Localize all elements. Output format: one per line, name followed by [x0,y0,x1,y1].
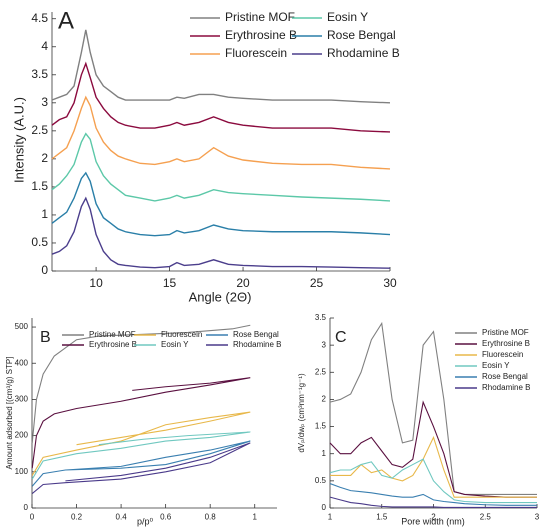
legend-label: Erythrosine B [89,340,137,349]
series-line [31,324,251,443]
series-line [329,483,537,506]
y-tick-label: 2 [41,151,48,165]
series-line [31,377,251,469]
y-tick-label: 3.5 [315,313,327,322]
y-tick-label: 0.5 [31,235,48,249]
y-tick-label: 3 [41,95,48,109]
series-line [51,95,391,170]
x-axis-label: Angle (2Θ) [189,289,252,304]
x-tick-label: 0.4 [116,512,128,521]
x-axis-label: p/p⁰ [137,516,154,526]
legend-label: Eosin Y [161,340,189,349]
series-line [51,196,391,269]
y-tick-label: 1.5 [315,422,327,431]
y-tick-label: 3 [322,340,327,349]
x-tick-label: 25 [310,276,324,290]
legend-label: Eosin Y [482,361,510,370]
legend-label: Rose Bengal [327,28,396,42]
legend-label: Rhodamine B [327,46,400,60]
legend-label: Rose Bengal [482,372,528,381]
legend-label: Eosin Y [327,10,368,24]
x-tick-label: 3 [535,512,540,521]
y-tick-label: 2 [322,395,327,404]
x-tick-label: 1 [253,512,258,521]
y-tick-label: 3.5 [31,67,48,81]
y-tick-label: 0.5 [315,476,327,485]
x-tick-label: 0.2 [71,512,83,521]
y-tick-label: 300 [15,395,29,404]
series-line [329,400,537,498]
y-tick-label: 1 [322,449,327,458]
x-tick-label: 20 [236,276,250,290]
y-tick-label: 0 [41,263,48,277]
series-line [329,321,537,495]
series-line [31,442,251,494]
series-line [329,458,537,504]
x-tick-label: 1 [328,512,333,521]
y-tick-label: 1 [41,207,48,221]
x-tick-label: 2 [431,512,436,521]
y-tick-label: 0 [24,503,29,512]
panel-label: A [58,7,74,34]
series-line [329,496,537,509]
legend-label: Rhodamine B [482,383,530,392]
x-tick-label: 30 [383,276,397,290]
x-tick-label: 15 [163,276,177,290]
series-line [330,435,537,498]
x-axis-label: Pore width (nm) [401,516,465,526]
x-tick-label: 2.5 [480,512,492,521]
x-tick-label: 1.5 [376,512,388,521]
x-tick-label: 0 [30,512,35,521]
series-line [31,411,251,476]
y-tick-label: 400 [15,358,29,367]
series-line [51,29,391,104]
y-tick-label: 1.5 [31,179,48,193]
x-tick-label: 0.6 [160,512,172,521]
panel-label: C [335,329,347,346]
series-line [31,440,251,487]
panel-label: B [40,329,51,346]
series-line [51,171,391,237]
y-axis-label: Amount adsorbed [(cm³/g) STP] [5,357,14,470]
y-tick-label: 2.5 [315,367,327,376]
y-tick-label: 500 [15,322,29,331]
x-tick-label: 0.8 [205,512,217,521]
series-line [31,431,251,480]
legend-label: Rhodamine B [233,340,281,349]
legend-label: Pristine MOF [89,330,136,339]
legend-label: Fluorescein [482,350,523,359]
y-tick-label: 4 [41,39,48,53]
y-axis-label: Intensity (A.U.) [11,97,26,183]
y-tick-label: 4.5 [31,11,48,25]
series-line [51,61,391,133]
x-tick-label: 10 [89,276,103,290]
y-tick-label: 2.5 [31,123,48,137]
y-tick-label: 200 [15,431,29,440]
legend-label: Pristine MOF [482,328,529,337]
legend-label: Fluorescein [161,330,202,339]
series-line [51,132,391,202]
legend-label: Fluorescein [225,46,287,60]
y-axis-label: dVₚ/dwₚ (cm³nm⁻¹g⁻¹) [297,373,306,453]
legend-label: Rose Bengal [233,330,279,339]
y-tick-label: 100 [15,467,29,476]
legend-label: Erythrosine B [482,339,530,348]
y-tick-label: 0 [322,503,327,512]
legend-label: Erythrosine B [225,28,297,42]
legend-label: Pristine MOF [225,10,295,24]
